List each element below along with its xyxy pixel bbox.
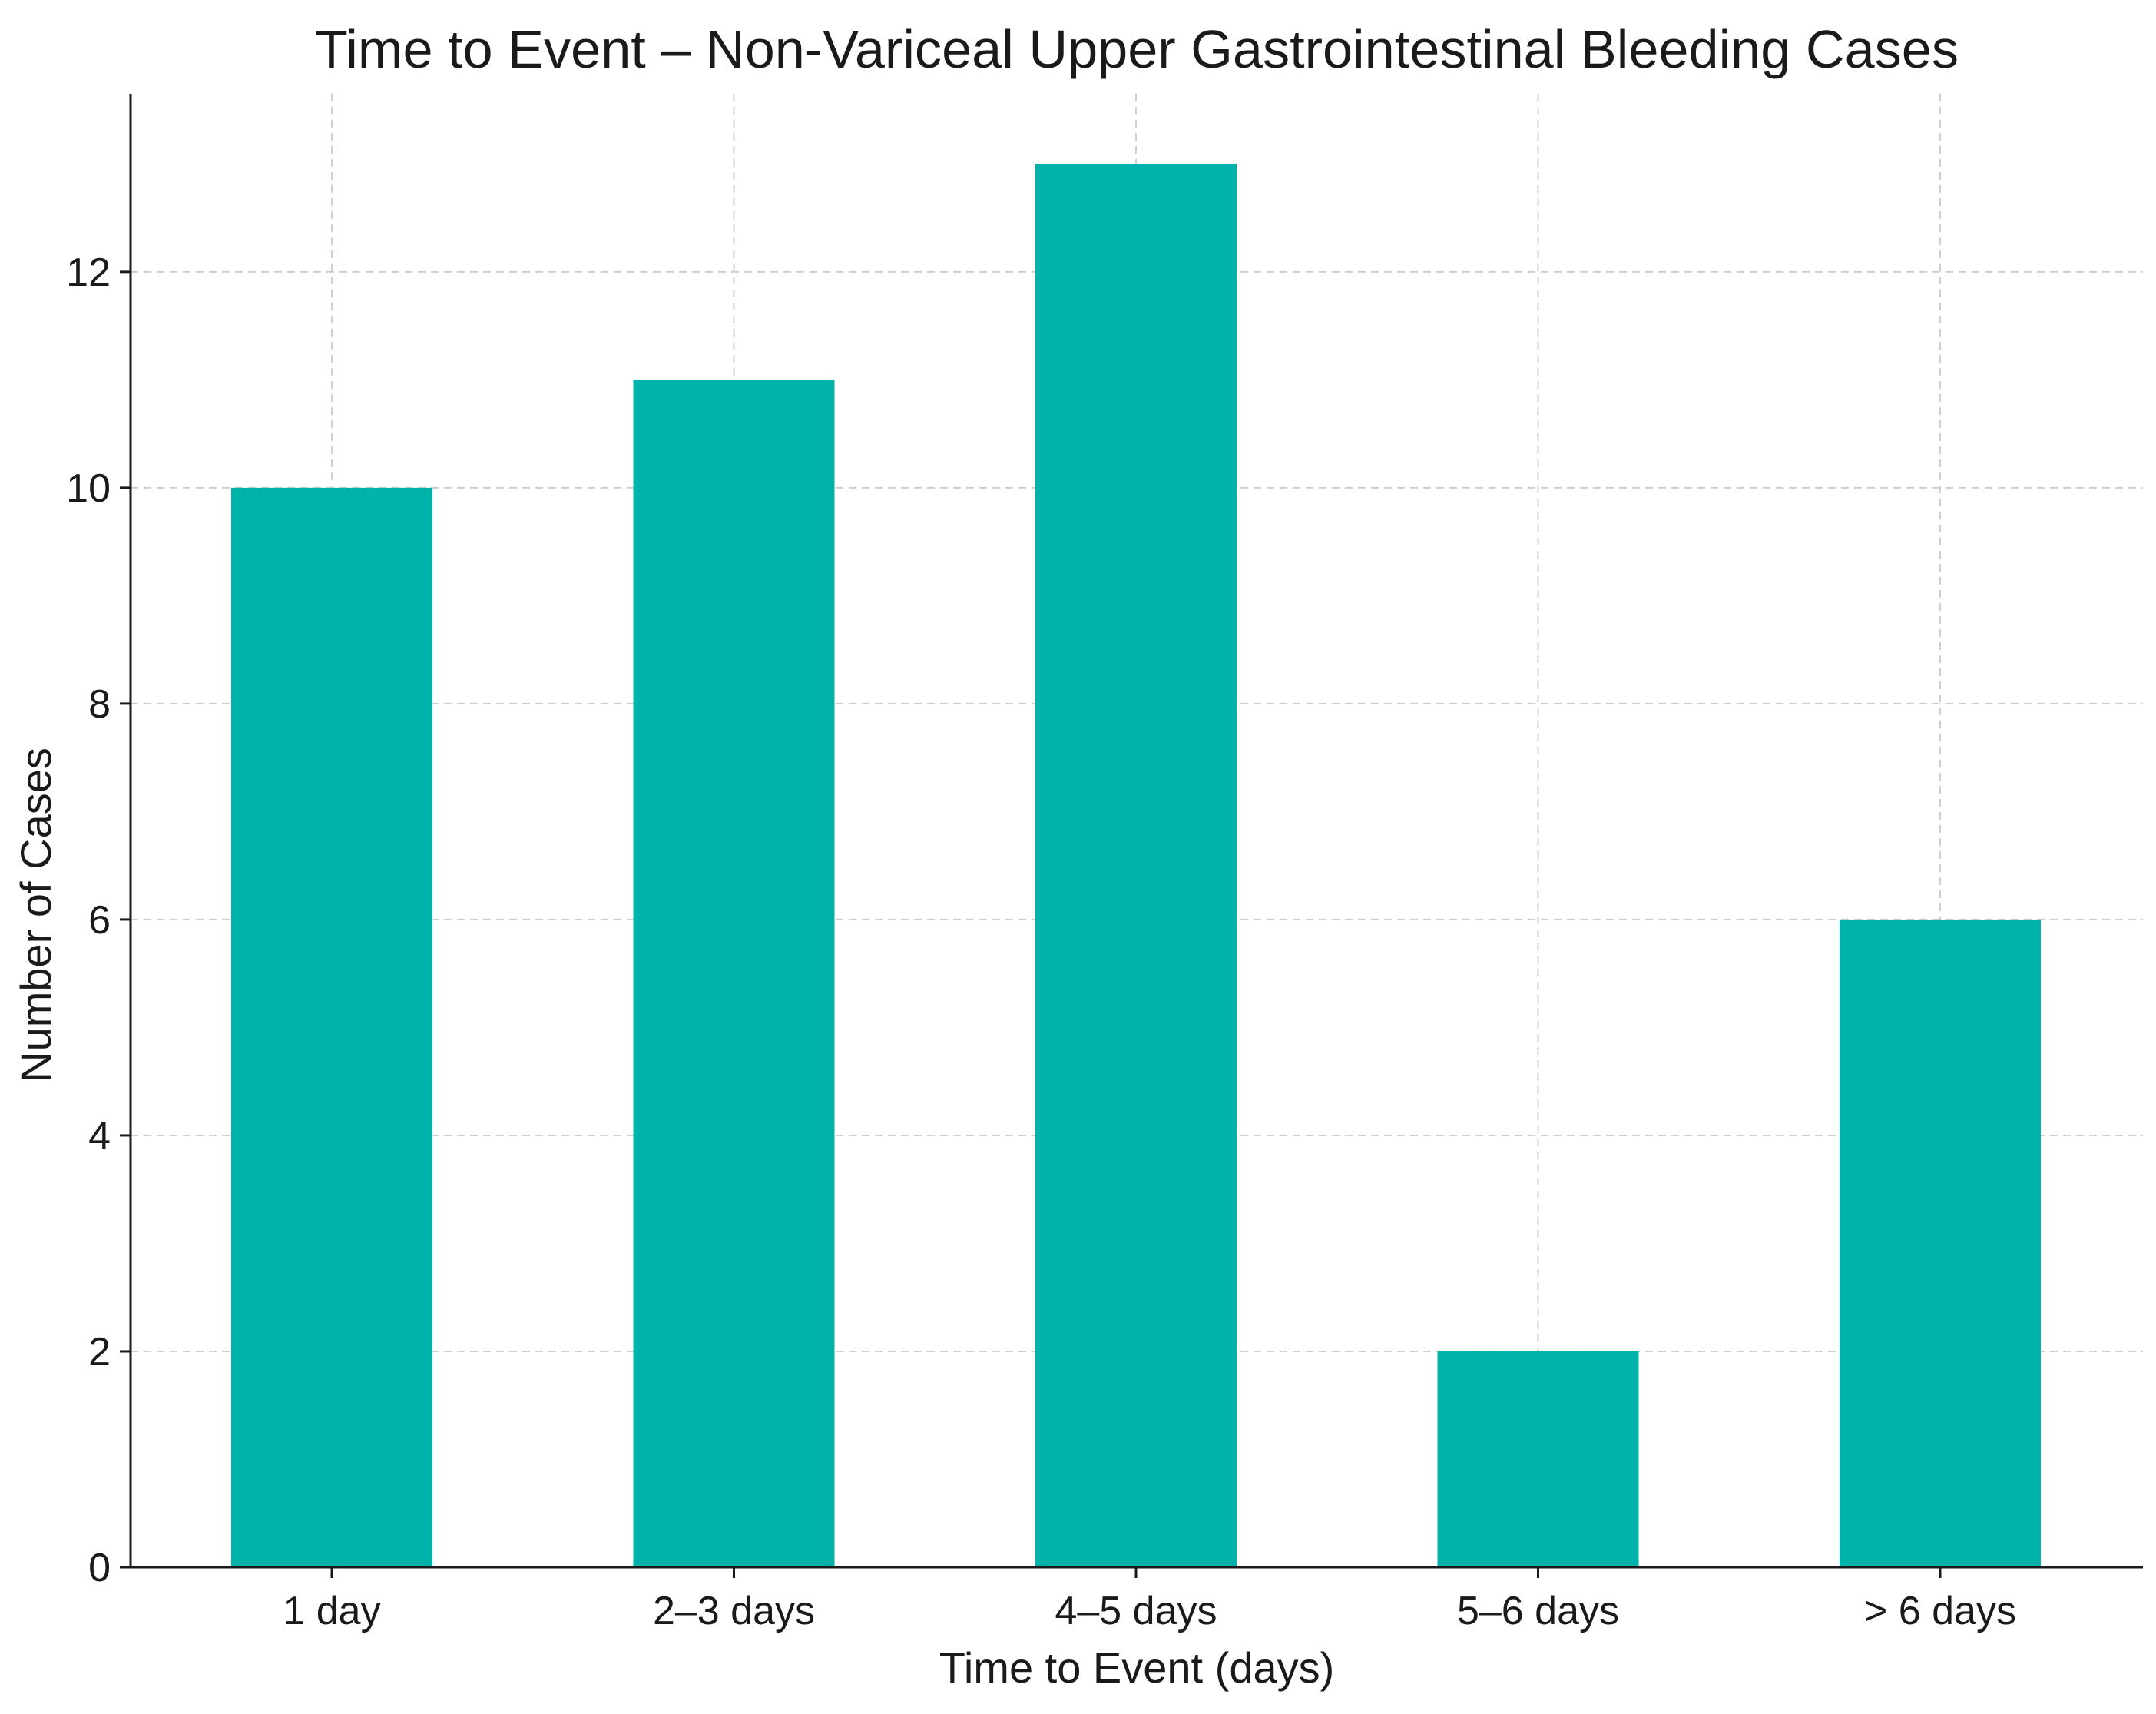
x-tick-label: 2–3 days bbox=[653, 1589, 815, 1633]
y-tick-label: 6 bbox=[88, 898, 111, 943]
y-ticks: 0 2 4 6 8 10 12 bbox=[66, 250, 131, 1590]
x-tick-label: 4–5 days bbox=[1055, 1589, 1217, 1633]
y-tick-label: 0 bbox=[88, 1546, 111, 1590]
bars bbox=[231, 164, 2041, 1567]
x-ticks: 1 day 2–3 days 4–5 days 5–6 days > 6 days bbox=[283, 1567, 2016, 1633]
bar-1 bbox=[231, 487, 432, 1567]
x-axis-label: Time to Event (days) bbox=[939, 1643, 1335, 1692]
bar-4 bbox=[1437, 1351, 1639, 1567]
x-tick-label: 5–6 days bbox=[1457, 1589, 1619, 1633]
y-tick-label: 2 bbox=[88, 1330, 111, 1374]
bar-3 bbox=[1035, 164, 1237, 1567]
bar-2 bbox=[633, 380, 835, 1567]
bar-5 bbox=[1840, 919, 2041, 1567]
chart-title: Time to Event – Non-Variceal Upper Gastr… bbox=[315, 19, 1959, 79]
y-tick-label: 8 bbox=[88, 682, 111, 727]
y-tick-label: 4 bbox=[88, 1114, 111, 1159]
y-axis-label: Number of Cases bbox=[12, 748, 60, 1082]
y-tick-label: 10 bbox=[66, 466, 111, 511]
y-tick-label: 12 bbox=[66, 250, 111, 295]
x-tick-label: 1 day bbox=[283, 1589, 380, 1633]
x-tick-label: > 6 days bbox=[1864, 1589, 2016, 1633]
